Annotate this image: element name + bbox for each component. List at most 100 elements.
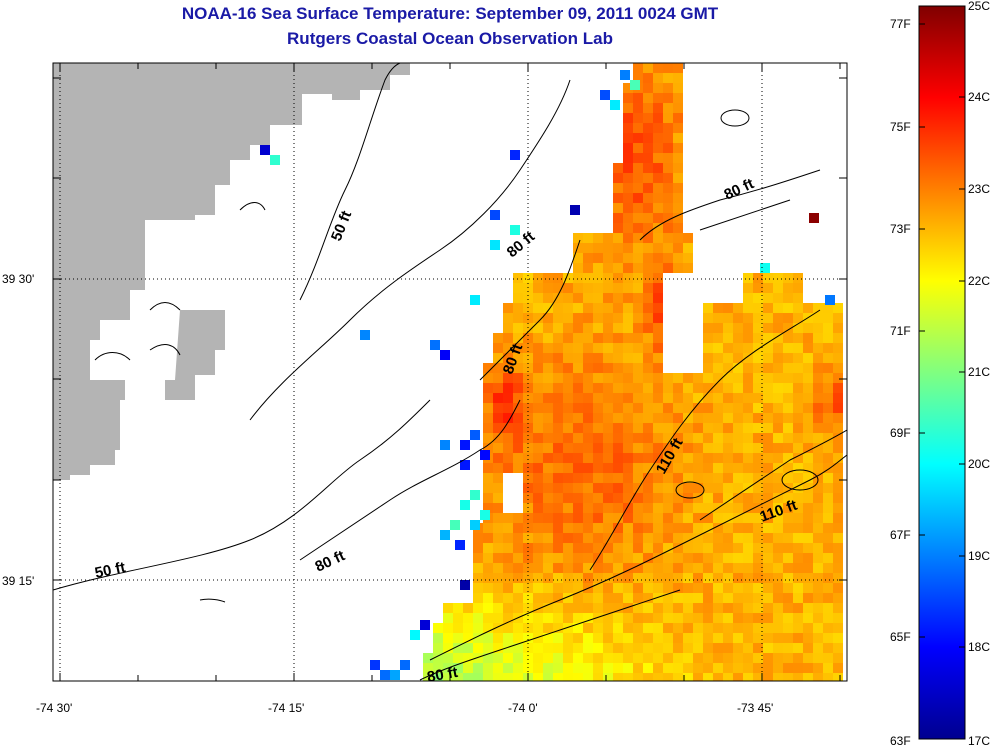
sst-cell bbox=[833, 353, 843, 363]
sst-cell bbox=[763, 533, 773, 543]
sst-cell bbox=[613, 623, 623, 633]
sst-cell bbox=[713, 333, 723, 343]
sst-cell bbox=[543, 513, 553, 523]
sst-cell bbox=[693, 673, 703, 681]
sst-cell bbox=[653, 93, 663, 103]
sst-cell bbox=[533, 373, 543, 383]
sst-cell bbox=[643, 553, 653, 563]
sst-cell bbox=[573, 333, 583, 343]
sst-cell bbox=[493, 633, 503, 643]
sst-cell bbox=[703, 623, 713, 633]
contour-label: 80 ft bbox=[313, 547, 348, 575]
sst-cell bbox=[713, 383, 723, 393]
sst-cell bbox=[713, 673, 723, 681]
sst-cell bbox=[603, 433, 613, 443]
sst-cell bbox=[543, 643, 553, 653]
sst-cell bbox=[633, 523, 643, 533]
sst-cell bbox=[563, 513, 573, 523]
sst-cell bbox=[773, 513, 783, 523]
sst-cell bbox=[493, 513, 503, 523]
sst-cell bbox=[643, 593, 653, 603]
sst-cell bbox=[793, 503, 803, 513]
sst-cell bbox=[503, 663, 513, 673]
sst-cell bbox=[503, 543, 513, 553]
sst-cell bbox=[513, 273, 523, 283]
sst-cell bbox=[623, 653, 633, 663]
sst-cell bbox=[563, 643, 573, 653]
sst-cell bbox=[613, 183, 623, 193]
sst-cell bbox=[683, 413, 693, 423]
sst-cell bbox=[583, 393, 593, 403]
sst-cell bbox=[693, 423, 703, 433]
sst-cell bbox=[573, 373, 583, 383]
sst-cell bbox=[543, 633, 553, 643]
sst-cell bbox=[663, 73, 673, 83]
sst-cell bbox=[733, 533, 743, 543]
sst-cell bbox=[643, 343, 653, 353]
sst-cell bbox=[673, 113, 683, 123]
sst-cell bbox=[513, 383, 523, 393]
sst-cell bbox=[593, 583, 603, 593]
sst-cell bbox=[813, 503, 823, 513]
sst-cell bbox=[553, 343, 563, 353]
sst-cell bbox=[643, 263, 653, 273]
sst-cell bbox=[663, 223, 673, 233]
sst-cell bbox=[673, 643, 683, 653]
sst-cell bbox=[370, 660, 380, 670]
sst-cell bbox=[823, 583, 833, 593]
sst-cell bbox=[833, 663, 843, 673]
sst-cell bbox=[813, 663, 823, 673]
sst-cell bbox=[773, 523, 783, 533]
sst-cell bbox=[663, 593, 673, 603]
sst-cell bbox=[643, 543, 653, 553]
sst-cell bbox=[623, 433, 633, 443]
sst-cell bbox=[703, 573, 713, 583]
sst-cell bbox=[763, 293, 773, 303]
sst-cell bbox=[763, 573, 773, 583]
sst-cell bbox=[823, 473, 833, 483]
sst-cell bbox=[723, 363, 733, 373]
sst-cell bbox=[633, 673, 643, 681]
sst-cell bbox=[553, 643, 563, 653]
sst-cell bbox=[723, 373, 733, 383]
sst-cell bbox=[783, 283, 793, 293]
sst-cell bbox=[773, 323, 783, 333]
sst-cell bbox=[723, 573, 733, 583]
sst-cell bbox=[653, 473, 663, 483]
sst-cell bbox=[643, 523, 653, 533]
sst-cell bbox=[643, 633, 653, 643]
sst-cell bbox=[633, 503, 643, 513]
sst-cell bbox=[553, 553, 563, 563]
sst-cell bbox=[783, 433, 793, 443]
sst-cell bbox=[703, 303, 713, 313]
sst-cell bbox=[583, 463, 593, 473]
sst-cell bbox=[643, 433, 653, 443]
sst-cell bbox=[653, 493, 663, 503]
sst-cell bbox=[773, 543, 783, 553]
sst-cell bbox=[543, 573, 553, 583]
sst-cell bbox=[783, 383, 793, 393]
colorbar-c-label: 23C bbox=[968, 182, 990, 196]
sst-cell bbox=[563, 393, 573, 403]
sst-cell bbox=[643, 563, 653, 573]
sst-cell bbox=[533, 353, 543, 363]
sst-cell bbox=[613, 403, 623, 413]
sst-cell bbox=[783, 373, 793, 383]
sst-cell bbox=[510, 150, 520, 160]
sst-cell bbox=[713, 493, 723, 503]
sst-cell bbox=[473, 663, 483, 673]
sst-cell bbox=[673, 213, 683, 223]
sst-cell bbox=[593, 613, 603, 623]
sst-cell bbox=[593, 473, 603, 483]
sst-cell bbox=[633, 103, 643, 113]
sst-cell bbox=[653, 313, 663, 323]
sst-cell bbox=[823, 303, 833, 313]
sst-cell bbox=[523, 273, 533, 283]
sst-cell bbox=[603, 473, 613, 483]
sst-cell bbox=[803, 543, 813, 553]
sst-cell bbox=[583, 423, 593, 433]
sst-cell bbox=[783, 563, 793, 573]
sst-cell bbox=[513, 563, 523, 573]
sst-cell bbox=[623, 143, 633, 153]
sst-cell bbox=[623, 543, 633, 553]
